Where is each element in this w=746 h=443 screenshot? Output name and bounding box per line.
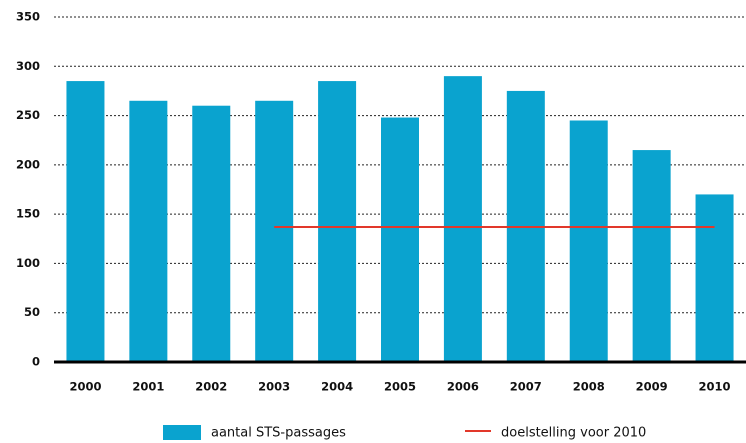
x-tick-label: 2002	[195, 380, 227, 394]
y-tick-label: 250	[16, 108, 40, 122]
legend-label: aantal STS-passages	[211, 426, 346, 441]
bar	[192, 105, 231, 362]
y-tick-label: 200	[16, 157, 40, 171]
bar	[632, 150, 671, 362]
bar	[695, 194, 734, 362]
legend-swatch	[163, 425, 201, 440]
x-tick-label: 2008	[573, 380, 605, 394]
y-tick-label: 50	[24, 305, 40, 319]
bar	[129, 100, 168, 363]
bar	[66, 81, 105, 363]
bar	[381, 117, 419, 363]
bar	[569, 120, 608, 362]
x-tick-label: 2009	[636, 380, 668, 394]
x-tick-label: 2001	[132, 380, 164, 394]
legend-label: doelstelling voor 2010	[501, 426, 646, 441]
y-tick-label: 350	[16, 10, 40, 24]
x-tick-label: 2010	[699, 380, 731, 394]
bar	[318, 81, 357, 363]
y-tick-label: 0	[32, 355, 40, 369]
x-tick-label: 2003	[258, 380, 290, 394]
x-tick-label: 2006	[447, 380, 479, 394]
y-tick-label: 100	[16, 256, 40, 270]
x-tick-label: 2005	[384, 380, 416, 394]
x-tick-label: 2004	[321, 380, 353, 394]
x-tick-label: 2007	[510, 380, 542, 394]
y-tick-label: 150	[16, 207, 40, 221]
y-tick-label: 300	[16, 59, 40, 73]
bar	[255, 100, 294, 363]
x-tick-label: 2000	[69, 380, 101, 394]
bar	[443, 76, 482, 363]
